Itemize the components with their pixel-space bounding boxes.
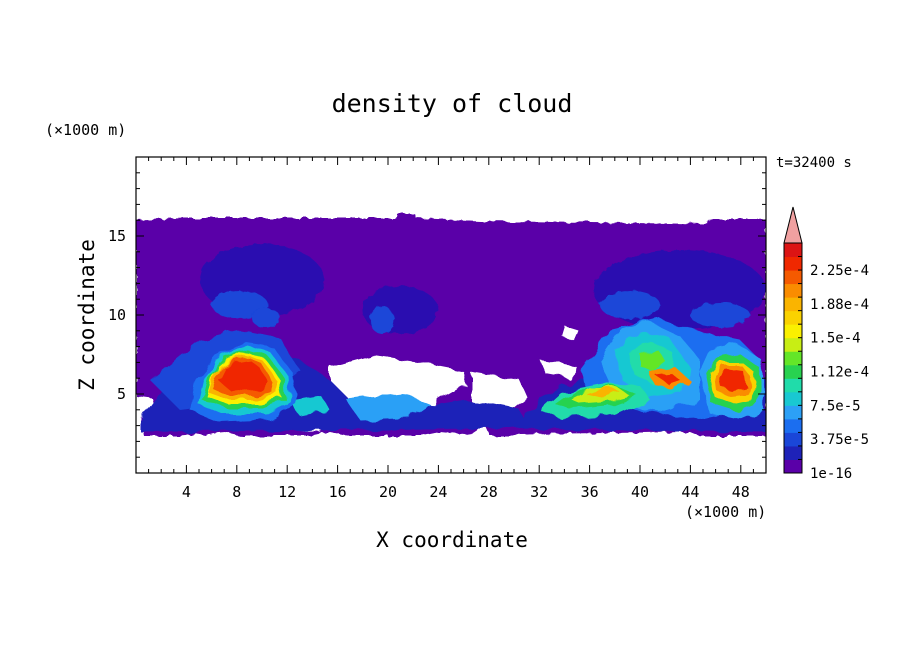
colorbar-swatch — [784, 243, 802, 258]
colorbar-label: 3.75e-5 — [810, 432, 869, 448]
far-right-core — [700, 344, 764, 420]
colorbar-swatch — [784, 459, 802, 474]
colorbar-swatch — [784, 445, 802, 460]
colorbar-label: 1e-16 — [810, 466, 852, 482]
y-axis-ticks: 5 10 15 — [108, 172, 766, 458]
y-tick-label: 10 — [108, 306, 126, 324]
right-storm — [540, 322, 700, 418]
anvil-layers — [200, 244, 766, 334]
colorbar-label: 2.25e-4 — [810, 263, 869, 279]
x-axis-ticks: 4 8 12 16 20 24 28 32 36 40 44 48 — [148, 157, 754, 501]
x-tick-label: 20 — [379, 483, 397, 501]
colorbar-swatch — [784, 283, 802, 298]
y-tick-label: 5 — [117, 385, 126, 403]
colorbar-swatch — [784, 391, 802, 406]
x-tick-label: 40 — [631, 483, 649, 501]
x-tick-label: 44 — [681, 483, 699, 501]
colorbar-swatch — [784, 432, 802, 447]
colorbar-swatch — [784, 337, 802, 352]
x-tick-label: 16 — [329, 483, 347, 501]
colorbar-swatch — [784, 351, 802, 366]
colorbar: 2.25e-4 1.88e-4 1.5e-4 1.12e-4 7.5e-5 3.75e-5… — [783, 206, 869, 482]
x-tick-label: 28 — [480, 483, 498, 501]
colorbar-swatch — [784, 405, 802, 420]
x-tick-label: 12 — [278, 483, 296, 501]
colorbar-label: 1.5e-4 — [810, 331, 861, 347]
x-tick-label: 36 — [581, 483, 599, 501]
colorbar-swatch — [784, 270, 802, 285]
y-axis-label: Z coordinate — [75, 239, 99, 391]
colorbar-swatch — [784, 378, 802, 393]
x-axis-label: X coordinate — [376, 528, 528, 552]
time-label: t=32400 s — [776, 155, 852, 171]
colorbar-swatch — [784, 364, 802, 379]
x-tick-label: 4 — [182, 483, 191, 501]
colorbar-label: 7.5e-5 — [810, 398, 861, 414]
left-core — [190, 342, 296, 422]
x-tick-label: 8 — [232, 483, 241, 501]
cloud-density-field — [136, 213, 766, 436]
colorbar-label: 1.88e-4 — [810, 297, 869, 313]
chart-title: density of cloud — [332, 89, 573, 118]
colorbar-swatch — [784, 297, 802, 312]
x-unit-label: (×1000 m) — [685, 503, 766, 521]
colorbar-frame — [783, 242, 803, 474]
x-tick-label: 32 — [530, 483, 548, 501]
colorbar-swatch — [784, 256, 802, 271]
colorbar-label: 1.12e-4 — [810, 365, 869, 381]
colorbar-swatch — [784, 324, 802, 339]
colorbar-swatch — [784, 418, 802, 433]
x-tick-label: 48 — [732, 483, 750, 501]
y-tick-label: 15 — [108, 227, 126, 245]
colorbar-extend-triangle — [783, 206, 803, 244]
x-tick-label: 24 — [429, 483, 447, 501]
colorbar-swatch — [784, 310, 802, 325]
y-unit-label: (×1000 m) — [45, 121, 126, 139]
